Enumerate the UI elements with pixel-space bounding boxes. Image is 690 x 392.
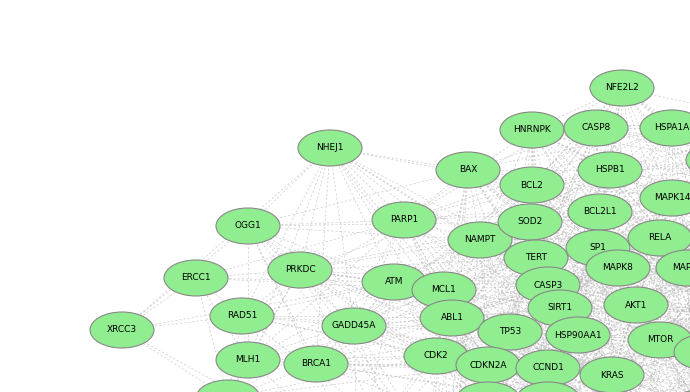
Ellipse shape bbox=[640, 110, 690, 146]
Text: MAPK8: MAPK8 bbox=[602, 263, 633, 272]
Text: SIRT1: SIRT1 bbox=[547, 303, 573, 312]
Ellipse shape bbox=[668, 390, 690, 392]
Text: HSP90AA1: HSP90AA1 bbox=[554, 330, 602, 339]
Text: OGG1: OGG1 bbox=[235, 221, 262, 230]
Text: CDKN2A: CDKN2A bbox=[469, 361, 506, 370]
Ellipse shape bbox=[164, 260, 228, 296]
Text: MTOR: MTOR bbox=[647, 336, 673, 345]
Text: BAX: BAX bbox=[459, 165, 477, 174]
Text: KRAS: KRAS bbox=[600, 370, 624, 379]
Ellipse shape bbox=[566, 230, 630, 266]
Text: HSPB1: HSPB1 bbox=[595, 165, 625, 174]
Ellipse shape bbox=[196, 380, 260, 392]
Text: AKT1: AKT1 bbox=[625, 301, 647, 310]
Text: HNRNPK: HNRNPK bbox=[513, 125, 551, 134]
Text: MAPK1: MAPK1 bbox=[673, 263, 690, 272]
Ellipse shape bbox=[580, 357, 644, 392]
Text: RELA: RELA bbox=[649, 234, 671, 243]
Text: BCL2L1: BCL2L1 bbox=[583, 207, 617, 216]
Ellipse shape bbox=[362, 264, 426, 300]
Text: RAD51: RAD51 bbox=[227, 312, 257, 321]
Text: CASP3: CASP3 bbox=[533, 281, 562, 290]
Ellipse shape bbox=[456, 347, 520, 383]
Ellipse shape bbox=[686, 142, 690, 178]
Ellipse shape bbox=[216, 342, 280, 378]
Text: MAPK14: MAPK14 bbox=[653, 194, 690, 203]
Text: HSPA1A: HSPA1A bbox=[654, 123, 689, 132]
Ellipse shape bbox=[516, 267, 580, 303]
Text: NAMPT: NAMPT bbox=[464, 236, 495, 245]
Ellipse shape bbox=[284, 346, 348, 382]
Ellipse shape bbox=[500, 112, 564, 148]
Text: NHEJ1: NHEJ1 bbox=[316, 143, 344, 152]
Ellipse shape bbox=[372, 202, 436, 238]
Ellipse shape bbox=[656, 250, 690, 286]
Ellipse shape bbox=[210, 298, 274, 334]
Text: BRCA1: BRCA1 bbox=[301, 359, 331, 368]
Text: ATM: ATM bbox=[385, 278, 403, 287]
Ellipse shape bbox=[586, 250, 650, 286]
Ellipse shape bbox=[436, 152, 500, 188]
Ellipse shape bbox=[412, 272, 476, 308]
Ellipse shape bbox=[504, 240, 568, 276]
Ellipse shape bbox=[90, 312, 154, 348]
Ellipse shape bbox=[448, 222, 512, 258]
Ellipse shape bbox=[590, 70, 654, 106]
Text: NFE2L2: NFE2L2 bbox=[605, 83, 639, 93]
Text: PRKDC: PRKDC bbox=[285, 265, 315, 274]
Ellipse shape bbox=[516, 350, 580, 386]
Ellipse shape bbox=[404, 338, 468, 374]
Text: TERT: TERT bbox=[525, 254, 547, 263]
Ellipse shape bbox=[528, 290, 592, 326]
Ellipse shape bbox=[546, 317, 610, 353]
Text: TP53: TP53 bbox=[499, 327, 521, 336]
Text: GADD45A: GADD45A bbox=[332, 321, 376, 330]
Ellipse shape bbox=[478, 314, 542, 350]
Text: CDK2: CDK2 bbox=[424, 352, 448, 361]
Ellipse shape bbox=[500, 167, 564, 203]
Ellipse shape bbox=[498, 204, 562, 240]
Ellipse shape bbox=[420, 300, 484, 336]
Ellipse shape bbox=[516, 382, 580, 392]
Ellipse shape bbox=[628, 220, 690, 256]
Ellipse shape bbox=[216, 208, 280, 244]
Text: XRCC3: XRCC3 bbox=[107, 325, 137, 334]
Ellipse shape bbox=[674, 334, 690, 370]
Ellipse shape bbox=[628, 322, 690, 358]
Text: MLH1: MLH1 bbox=[235, 356, 261, 365]
Text: SP1: SP1 bbox=[589, 243, 607, 252]
Ellipse shape bbox=[568, 194, 632, 230]
Text: PARP1: PARP1 bbox=[390, 216, 418, 225]
Text: ERCC1: ERCC1 bbox=[181, 274, 211, 283]
Text: CCND1: CCND1 bbox=[532, 363, 564, 372]
Ellipse shape bbox=[456, 382, 520, 392]
Text: ABL1: ABL1 bbox=[440, 314, 464, 323]
Ellipse shape bbox=[564, 110, 628, 146]
Ellipse shape bbox=[604, 287, 668, 323]
Text: SOD2: SOD2 bbox=[518, 218, 542, 227]
Ellipse shape bbox=[322, 308, 386, 344]
Text: BCL2: BCL2 bbox=[520, 180, 544, 189]
Text: MCL1: MCL1 bbox=[432, 285, 456, 294]
Ellipse shape bbox=[268, 252, 332, 288]
Ellipse shape bbox=[578, 152, 642, 188]
Ellipse shape bbox=[640, 180, 690, 216]
Text: CASP8: CASP8 bbox=[582, 123, 611, 132]
Ellipse shape bbox=[298, 130, 362, 166]
